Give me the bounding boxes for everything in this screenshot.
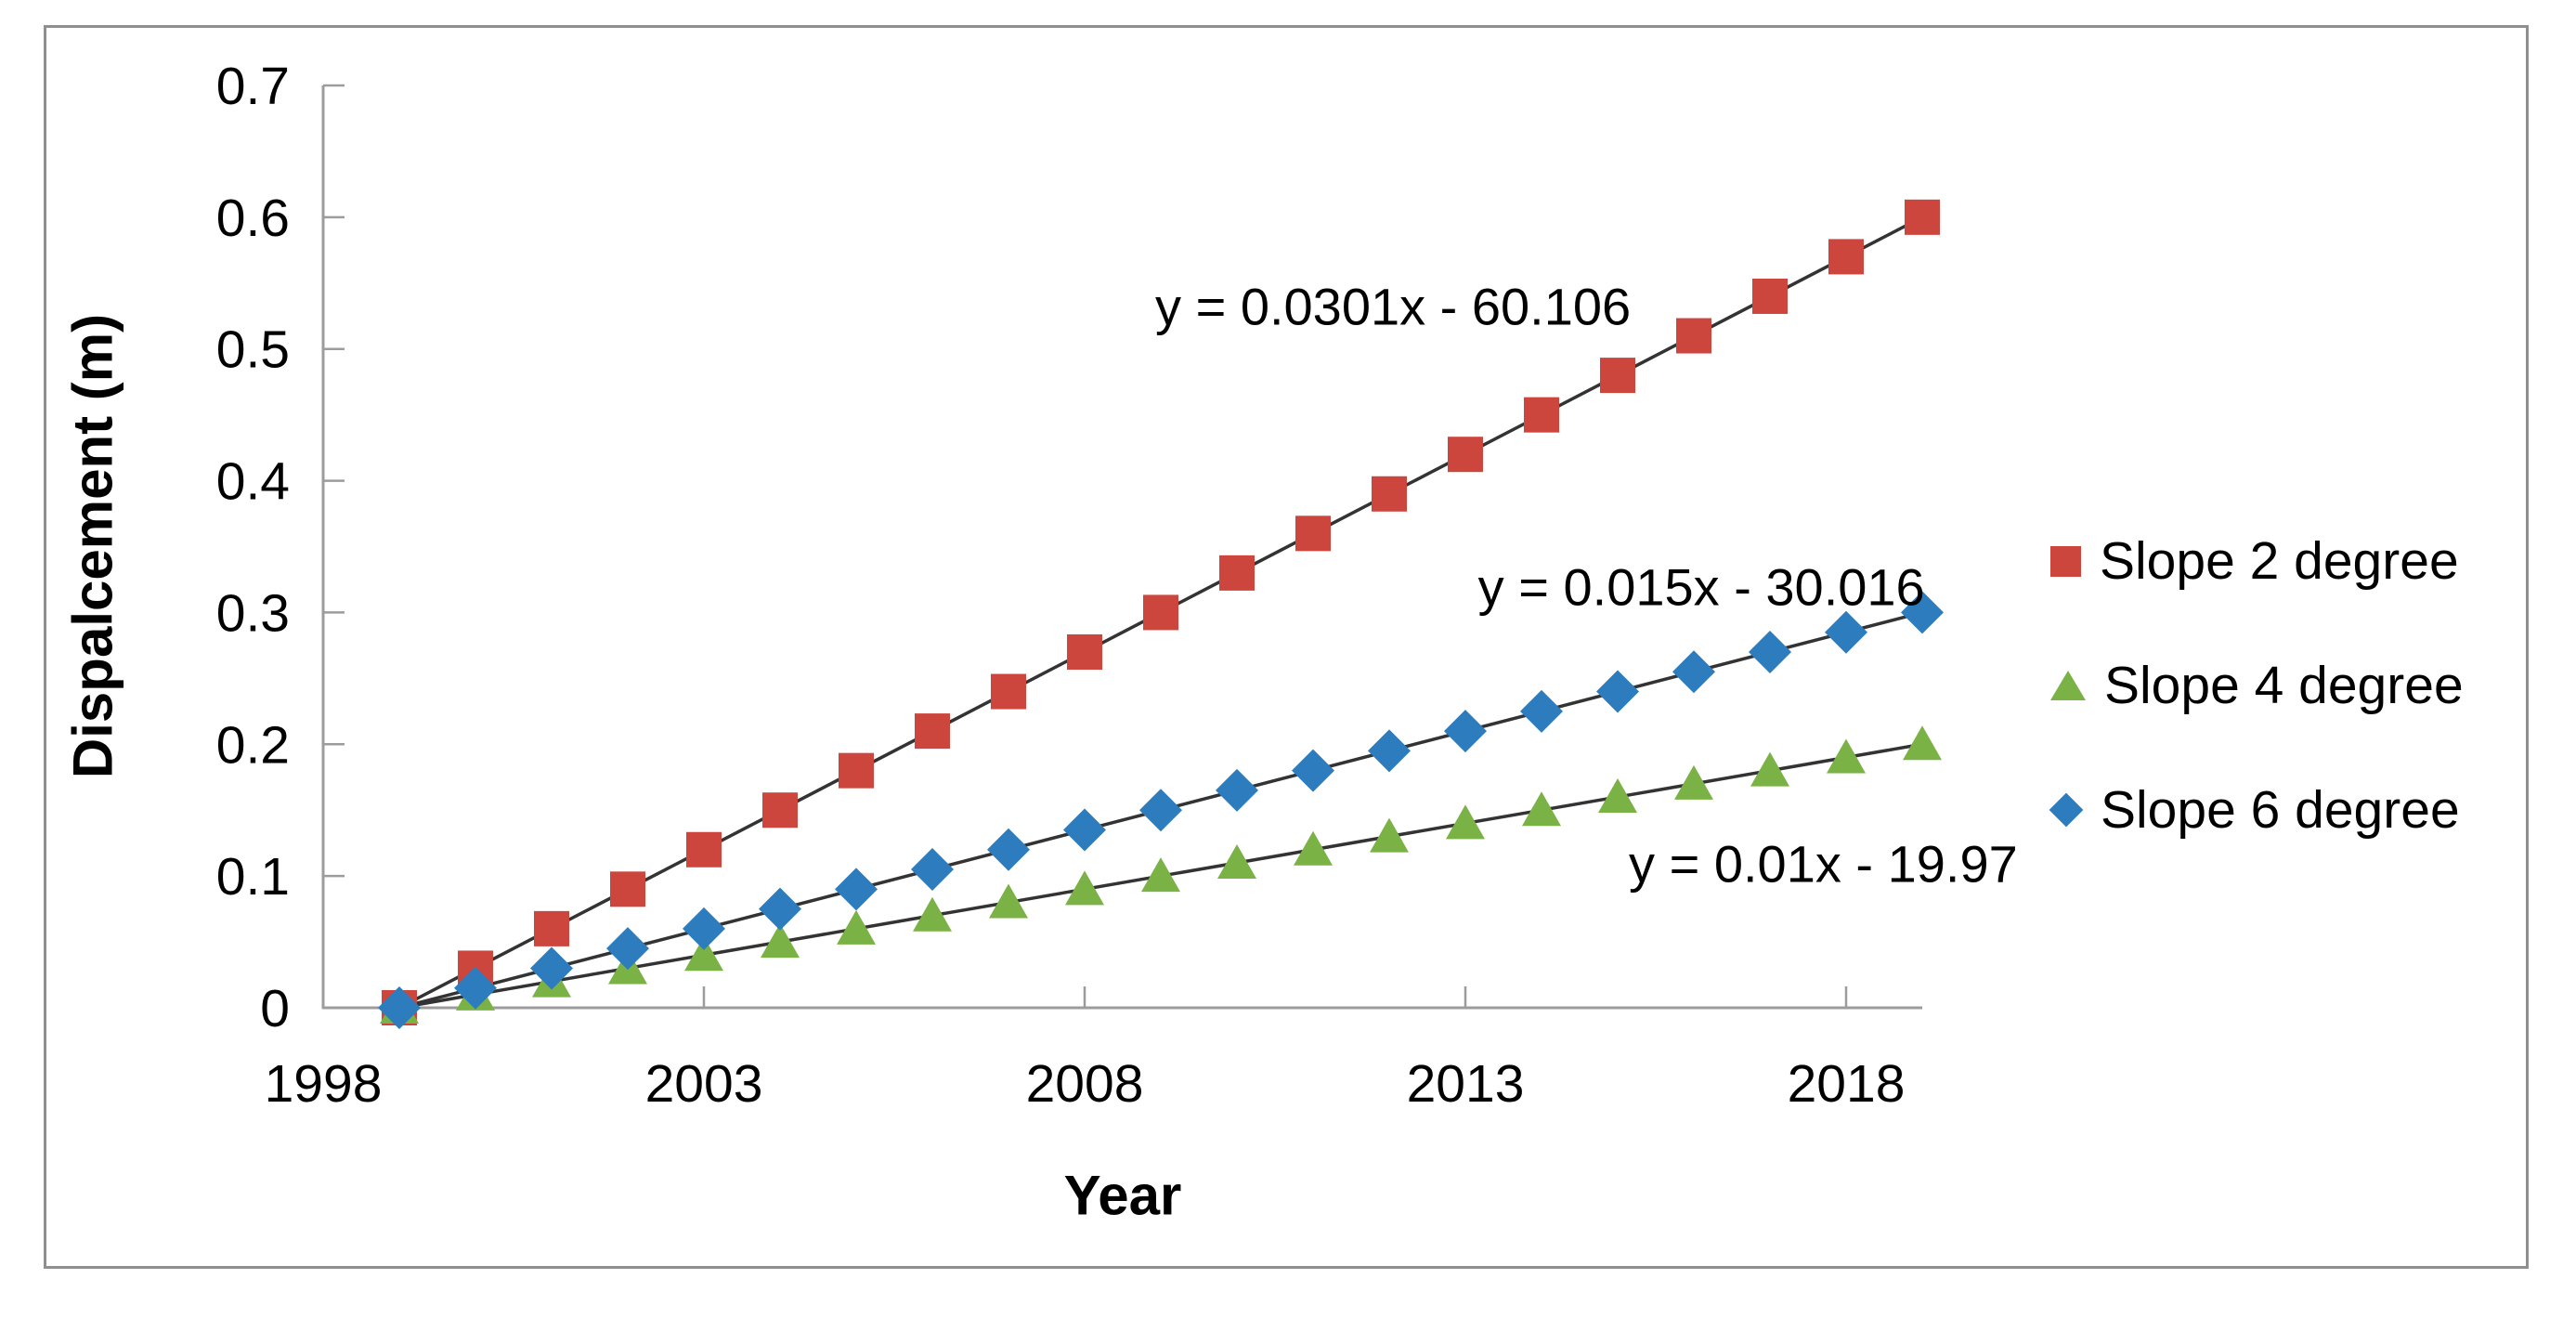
marker-diamond [1063, 808, 1106, 852]
marker-square [915, 713, 950, 750]
y-tick-label: 0.2 [216, 715, 290, 775]
legend-label: Slope 2 degree [2100, 531, 2459, 591]
x-tick-label: 2013 [1407, 1054, 1525, 1114]
trendline-equation-slope2: y = 0.0301x - 60.106 [1155, 277, 1632, 336]
marker-triangle [1294, 830, 1333, 866]
y-tick-label: 0.5 [216, 320, 290, 380]
marker-diamond [683, 907, 725, 950]
marker-diamond [1825, 610, 1867, 654]
x-tick-label: 2003 [645, 1054, 763, 1114]
marker-diamond [1139, 789, 1182, 832]
marker-square [1905, 199, 1940, 235]
legend-label: Slope 6 degree [2101, 780, 2460, 840]
marker-square [1524, 397, 1559, 433]
legend-item-slope-2-degree: Slope 2 degree [2050, 531, 2464, 591]
marker-triangle [837, 909, 876, 945]
marker-triangle [1750, 751, 1789, 787]
marker-diamond [835, 868, 878, 911]
marker-triangle [913, 896, 952, 932]
trendline-equation-slope4: y = 0.01x - 19.97 [1629, 834, 2018, 894]
marker-triangle [1141, 857, 1180, 893]
marker-diamond [911, 848, 954, 892]
blue-diamond-marker-icon [2049, 792, 2084, 828]
marker-triangle [1827, 738, 1866, 774]
y-tick-label: 0 [260, 979, 290, 1038]
green-triangle-marker-icon [2050, 671, 2086, 700]
marker-triangle [1674, 764, 1713, 800]
marker-triangle [1446, 804, 1485, 840]
marker-square [1600, 358, 1635, 394]
marker-diamond [1216, 768, 1258, 812]
marker-diamond [1444, 710, 1487, 753]
marker-triangle [1217, 843, 1256, 879]
marker-square [762, 792, 798, 829]
marker-triangle [1598, 778, 1637, 814]
x-axis-title: Year [1063, 1164, 1182, 1227]
marker-diamond [1596, 670, 1639, 713]
marker-square [1295, 515, 1331, 552]
marker-square [1676, 318, 1711, 354]
marker-diamond [1672, 650, 1715, 694]
marker-square [1143, 594, 1178, 631]
marker-square [1067, 633, 1102, 670]
marker-square [1372, 476, 1407, 512]
y-axis-title: Dispalcement (m) [61, 313, 124, 779]
marker-triangle [684, 936, 723, 972]
chart-frame [44, 25, 2529, 1269]
marker-diamond [378, 986, 421, 1029]
legend: Slope 2 degree Slope 4 degree Slope 6 de… [2049, 531, 2464, 906]
marker-diamond [606, 927, 649, 971]
marker-square [991, 673, 1026, 710]
trendline-equation-slope6: y = 0.015x - 30.016 [1477, 557, 1925, 617]
y-tick-label: 0.1 [216, 847, 290, 907]
marker-diamond [987, 828, 1030, 871]
marker-square [610, 871, 645, 907]
marker-diamond [1901, 591, 1944, 634]
marker-square [686, 831, 722, 868]
marker-square [534, 910, 569, 946]
y-tick-label: 0.7 [216, 57, 290, 116]
marker-triangle [1522, 791, 1561, 827]
marker-diamond [1368, 729, 1411, 773]
marker-square [1219, 555, 1255, 591]
marker-diamond [454, 966, 497, 1010]
marker-triangle [1370, 817, 1409, 853]
marker-triangle [989, 883, 1028, 919]
y-tick-label: 0.6 [216, 189, 290, 248]
marker-triangle [1065, 870, 1104, 906]
y-tick-label: 0.3 [216, 583, 290, 643]
marker-diamond [1292, 749, 1334, 792]
marker-square [1448, 437, 1483, 473]
legend-item-slope-6-degree: Slope 6 degree [2049, 780, 2464, 840]
marker-diamond [1520, 689, 1563, 733]
x-tick-label: 2008 [1026, 1054, 1144, 1114]
marker-triangle [1903, 725, 1942, 761]
x-tick-label: 2018 [1788, 1054, 1906, 1114]
marker-diamond [530, 946, 573, 990]
x-tick-label: 1998 [265, 1054, 383, 1114]
red-square-marker-icon [2050, 545, 2081, 577]
marker-diamond [759, 887, 801, 931]
legend-label: Slope 4 degree [2104, 656, 2464, 715]
legend-item-slope-4-degree: Slope 4 degree [2050, 656, 2464, 715]
marker-diamond [1749, 630, 1791, 673]
marker-square [1828, 239, 1864, 275]
marker-triangle [761, 923, 800, 959]
marker-square [839, 752, 874, 789]
marker-square [1752, 278, 1788, 314]
y-tick-label: 0.4 [216, 452, 290, 512]
